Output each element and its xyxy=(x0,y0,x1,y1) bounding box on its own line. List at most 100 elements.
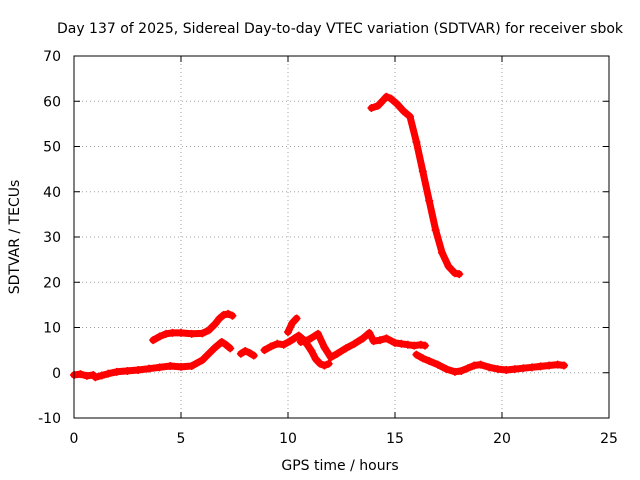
data-point xyxy=(373,101,382,110)
data-point xyxy=(286,337,295,346)
data-point xyxy=(369,337,378,346)
data-point xyxy=(104,369,113,378)
data-point xyxy=(399,107,408,116)
data-point xyxy=(476,360,485,369)
data-point xyxy=(412,137,421,146)
data-point xyxy=(155,332,164,341)
data-point xyxy=(403,340,412,349)
x-tick-label: 20 xyxy=(493,431,511,447)
data-point xyxy=(204,326,213,335)
data-point xyxy=(367,104,376,113)
y-tick-label: 20 xyxy=(43,275,61,291)
y-tick-labels: -10 0 10 20 30 40 50 60 70 xyxy=(38,49,61,427)
data-point xyxy=(431,226,440,235)
plot-frame xyxy=(73,55,610,419)
data-point xyxy=(82,371,91,380)
series-line xyxy=(368,93,463,278)
y-axis-label: SDTVAR / TECUs xyxy=(7,180,23,295)
data-point xyxy=(166,361,175,370)
data-point xyxy=(266,342,275,351)
data-point xyxy=(155,363,164,372)
data-point xyxy=(350,339,359,348)
data-point xyxy=(296,337,305,346)
data-point xyxy=(288,318,297,327)
data-point xyxy=(144,364,153,373)
x-tick-labels: 0 5 10 15 20 25 xyxy=(70,431,618,447)
data-point xyxy=(545,361,554,370)
data-point xyxy=(290,334,299,343)
data-point xyxy=(284,328,292,337)
series-arc-2 xyxy=(149,309,237,345)
data-point xyxy=(273,339,282,348)
data-point xyxy=(333,349,342,358)
data-point xyxy=(493,365,502,374)
data-point xyxy=(519,364,528,373)
data-point xyxy=(438,248,447,257)
data-point xyxy=(260,346,269,355)
data-point xyxy=(307,347,316,356)
data-point xyxy=(463,364,472,373)
data-point xyxy=(76,370,85,379)
y-tick-label: 30 xyxy=(43,230,61,246)
data-point xyxy=(187,361,196,370)
data-point xyxy=(393,99,402,108)
data-point xyxy=(226,344,235,353)
data-point xyxy=(211,343,220,352)
data-point xyxy=(134,366,143,375)
data-point xyxy=(470,361,479,370)
data-series xyxy=(70,92,569,382)
x-tick-label: 25 xyxy=(600,431,618,447)
data-point xyxy=(425,356,434,365)
data-point xyxy=(397,339,406,348)
data-point xyxy=(241,347,250,356)
data-point xyxy=(450,367,459,376)
data-point xyxy=(168,328,177,337)
data-point xyxy=(245,348,254,357)
data-point xyxy=(485,363,494,372)
y-tick-label: 40 xyxy=(43,185,61,201)
data-point xyxy=(442,365,451,374)
data-point xyxy=(320,361,329,370)
data-point xyxy=(123,366,132,375)
series-arc-4 xyxy=(260,331,333,370)
data-point xyxy=(560,361,569,370)
data-point xyxy=(376,336,385,345)
data-point xyxy=(326,353,335,362)
data-point xyxy=(149,336,158,345)
data-point xyxy=(204,349,213,358)
series-arc-3 xyxy=(236,347,258,360)
data-point xyxy=(249,351,258,360)
x-tick-label: 15 xyxy=(386,431,404,447)
data-point xyxy=(341,344,350,353)
data-point xyxy=(553,360,562,369)
data-point xyxy=(187,329,196,338)
data-point xyxy=(378,97,387,106)
series-arc-6 xyxy=(296,328,429,362)
data-point xyxy=(320,343,329,352)
y-tick-label: 10 xyxy=(43,321,61,337)
data-point xyxy=(510,365,519,374)
x-tick-label: 0 xyxy=(70,431,79,447)
x-axis-label: GPS time / hours xyxy=(281,458,398,474)
data-point xyxy=(444,262,453,271)
series-line xyxy=(237,347,258,360)
data-point xyxy=(365,328,374,337)
data-point xyxy=(221,340,230,349)
data-point xyxy=(292,314,301,323)
data-point xyxy=(410,341,419,350)
data-point xyxy=(198,356,207,365)
series-arc-8 xyxy=(367,92,464,279)
data-point xyxy=(425,196,434,205)
data-point xyxy=(311,355,320,364)
data-point xyxy=(215,314,224,323)
data-point xyxy=(433,360,442,369)
data-point xyxy=(450,269,459,278)
grid-lines xyxy=(74,56,609,418)
data-point xyxy=(412,350,421,359)
data-point xyxy=(305,335,314,344)
data-point xyxy=(405,112,414,121)
series-arc-7 xyxy=(412,350,569,376)
data-point xyxy=(219,310,228,319)
x-tick-label: 5 xyxy=(177,431,186,447)
